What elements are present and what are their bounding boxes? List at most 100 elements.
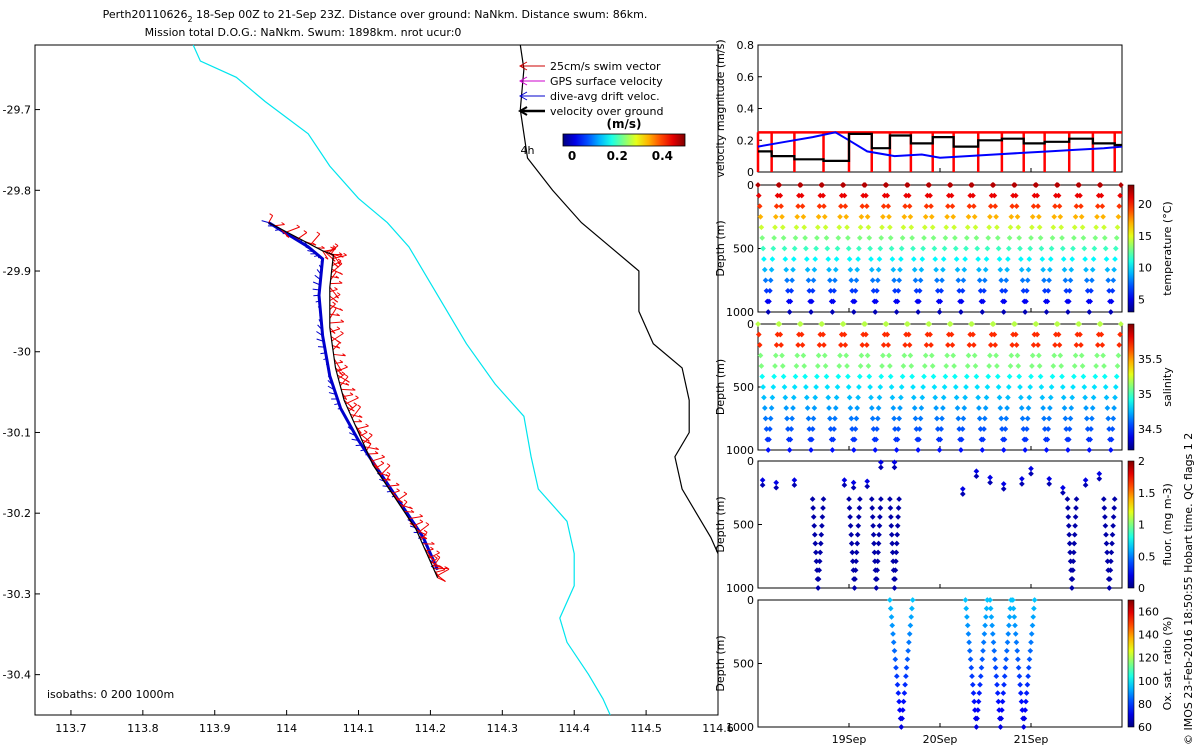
salinity-sample-point (874, 415, 881, 422)
temperature-sample-point (1036, 224, 1043, 231)
swim-vector-arrowhead (281, 222, 285, 225)
salinity-sample-point (792, 373, 799, 380)
salinity-sample-point (887, 373, 894, 380)
temperature-sample-point (756, 203, 763, 210)
salinity-sample-point (1005, 394, 1011, 401)
salinity-sample-point (875, 405, 882, 411)
swim-vector-arrow (436, 568, 450, 577)
temperature-sample-point (952, 245, 959, 252)
temperature-sample-point (1006, 235, 1013, 241)
salinity-sample-point (829, 447, 836, 453)
swim-vector-arrowhead (335, 295, 339, 299)
salinity-sample-point (934, 415, 940, 422)
salinity-sample-point (1086, 447, 1093, 453)
fluorescence-sample-point (850, 479, 857, 486)
fluorescence-sample-point (848, 531, 855, 538)
temperature-sample-point (762, 277, 769, 284)
salinity-sample-point (917, 415, 924, 422)
oxygen-sample-point (1025, 673, 1031, 680)
salinity-sample-point (842, 342, 849, 348)
salinity-sample-point (966, 342, 973, 348)
fluorescence-sample-point (864, 483, 871, 490)
fluorescence-sample-point (815, 576, 822, 582)
fluorescence-sample-point (1110, 522, 1116, 529)
fluorescence-sample-point (1070, 567, 1076, 574)
temperature-sample-point (1110, 277, 1117, 284)
temperature-sample-point (1001, 298, 1008, 305)
temperature-sample-point (810, 277, 817, 284)
salinity-sample-point (952, 373, 958, 380)
temperature-sample-point (1000, 309, 1007, 315)
swim-vector-arrowhead (425, 522, 430, 525)
temperature-sample-point (1071, 235, 1077, 241)
oxygen-sample-point (899, 707, 906, 713)
temperature-sample-point (932, 256, 939, 262)
salinity-sample-point (1082, 394, 1088, 401)
fluorescence-sample-point (847, 514, 853, 520)
fluorescence-sample-point (873, 576, 880, 582)
salinity-sample-point (803, 394, 810, 401)
map-y-tick-label: -30.4 (3, 669, 31, 682)
salinity-sample-point (1005, 384, 1012, 390)
oxygen-sample-point (990, 639, 997, 646)
temperature-sample-point (976, 266, 982, 273)
temperature-sample-point (1089, 266, 1096, 273)
swim-vector-arrow (343, 394, 354, 398)
temperature-sample-point (928, 203, 934, 210)
salinity-sample-point (963, 373, 970, 380)
salinity-sample-point (891, 415, 897, 422)
salinity-sample-point (889, 394, 896, 401)
temperature-sample-point (856, 245, 862, 252)
fluorescence-sample-point (1066, 531, 1073, 538)
temperature-sample-point (940, 256, 947, 262)
temperature-sample-point (1101, 224, 1107, 231)
salinity-sample-point (953, 394, 960, 401)
fluorescence-sample-point (841, 477, 848, 483)
salinity-sample-point (898, 394, 904, 401)
copyright-side-text: © IMOS 23-Feb-2016 18:50:55 Hobart time.… (1182, 433, 1195, 745)
oxygen-sample-point (969, 681, 976, 688)
temperature-sample-point (912, 277, 919, 284)
salinity-sample-point (1051, 352, 1058, 359)
fluorescence-sample-point (887, 496, 893, 502)
fluorescence-sample-point (1109, 531, 1116, 538)
temperature-sample-point (1005, 245, 1012, 252)
temperature-y-tick-label: 500 (733, 243, 754, 256)
salinity-sample-point (1020, 426, 1027, 432)
salinity-sample-point (873, 436, 879, 443)
oxygen-sample-point (972, 707, 978, 713)
temperature-sample-point (1062, 277, 1069, 284)
salinity-sample-point (1078, 342, 1084, 348)
salinity-sample-point (909, 373, 915, 380)
oxygen-sample-point (1010, 605, 1017, 612)
temperature-sample-point (891, 277, 897, 284)
temperature-sample-point (1116, 203, 1123, 210)
salinity-y-tick-label: 1000 (726, 444, 754, 457)
swim-vector-arrow (435, 569, 446, 573)
fluorescence-sample-point (895, 505, 902, 511)
fluorescence-colorbar (1127, 460, 1135, 589)
swim-vector-arrowhead (441, 567, 446, 571)
salinity-sample-point (974, 384, 981, 390)
temperature-sample-point (808, 298, 815, 305)
temperature-sample-point (913, 287, 920, 294)
temperature-sample-point (902, 203, 908, 210)
fluorescence-sample-point (973, 468, 980, 475)
salinity-sample-point (1072, 352, 1079, 359)
swim-vector-arrow (345, 397, 359, 405)
fluorescence-sample-point (846, 505, 853, 511)
temperature-sample-point (984, 245, 991, 252)
salinity-sample-point (1025, 405, 1032, 411)
temperature-sample-point (1002, 287, 1009, 294)
temperature-sample-point (900, 224, 907, 231)
swim-vector-arrowhead (339, 359, 344, 363)
salinity-sample-point (863, 331, 869, 338)
fluorescence-sample-point (987, 479, 993, 486)
temperature-sample-point (772, 224, 778, 231)
temperature-sample-point (1037, 235, 1044, 241)
temperature-sample-point (1087, 298, 1094, 305)
salinity-sample-point (782, 394, 789, 401)
salinity-sample-point (1040, 405, 1046, 411)
salinity-sample-point (841, 331, 848, 338)
swim-vector-arrowhead (358, 415, 363, 418)
